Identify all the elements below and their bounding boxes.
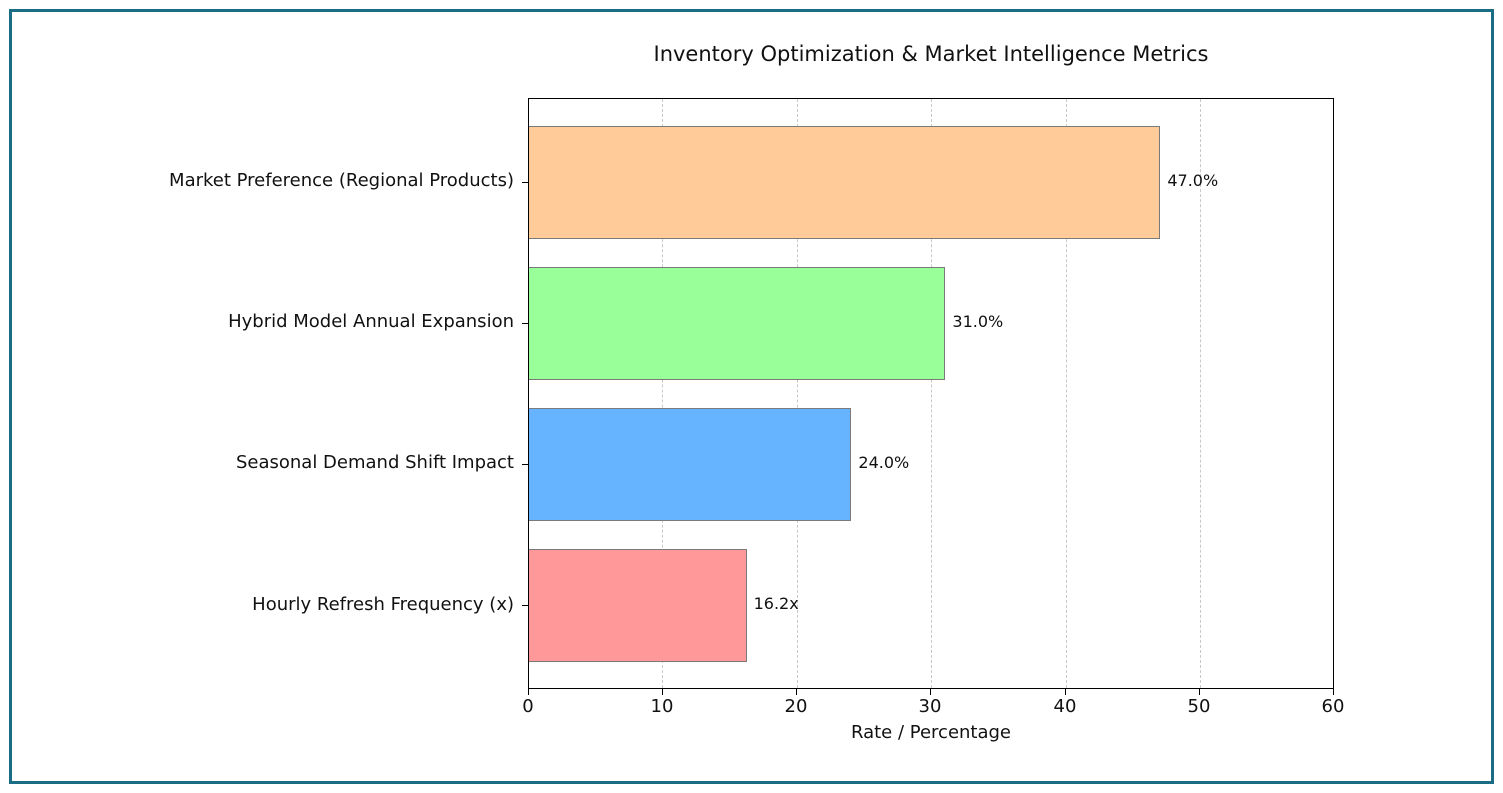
bar-value-label: 47.0% xyxy=(1167,171,1219,190)
y-tick xyxy=(522,605,528,606)
x-tick xyxy=(1199,689,1200,695)
x-tick xyxy=(662,689,663,695)
category-label: Hybrid Model Annual Expansion xyxy=(228,311,514,332)
gridline-40 xyxy=(1066,99,1067,688)
gridline-30 xyxy=(931,99,932,688)
bar-value-label: 31.0% xyxy=(952,312,1004,331)
bar-hybrid-model xyxy=(529,267,946,380)
x-tick xyxy=(930,689,931,695)
x-tick-label: 40 xyxy=(1053,696,1077,717)
category-label: Hourly Refresh Frequency (x) xyxy=(252,594,514,615)
y-tick xyxy=(522,323,528,324)
bar-hourly-refresh xyxy=(529,549,747,662)
y-tick xyxy=(522,182,528,183)
x-tick xyxy=(528,689,529,695)
x-tick-label: 20 xyxy=(784,696,808,717)
category-label: Market Preference (Regional Products) xyxy=(169,170,514,191)
x-tick-label: 10 xyxy=(650,696,674,717)
bar-seasonal-demand xyxy=(529,408,852,521)
bar-market-preference xyxy=(529,126,1161,239)
x-tick xyxy=(1065,689,1066,695)
y-tick xyxy=(522,464,528,465)
gridline-10 xyxy=(662,99,663,688)
bar-value-label: 16.2x xyxy=(753,594,799,613)
x-axis-label: Rate / Percentage xyxy=(850,722,1012,743)
chart-title: Inventory Optimization & Market Intellig… xyxy=(653,42,1209,66)
gridline-20 xyxy=(797,99,798,688)
x-tick-label: 0 xyxy=(522,696,534,717)
x-tick-label: 50 xyxy=(1187,696,1211,717)
plot-area: 47.0% 31.0% 24.0% 16.2x xyxy=(528,98,1334,689)
category-label: Seasonal Demand Shift Impact xyxy=(235,452,514,473)
gridline-50 xyxy=(1200,99,1201,688)
x-tick xyxy=(796,689,797,695)
bar-value-label: 24.0% xyxy=(858,453,910,472)
x-tick xyxy=(1333,689,1334,695)
x-tick-label: 60 xyxy=(1321,696,1345,717)
x-tick-label: 30 xyxy=(918,696,942,717)
